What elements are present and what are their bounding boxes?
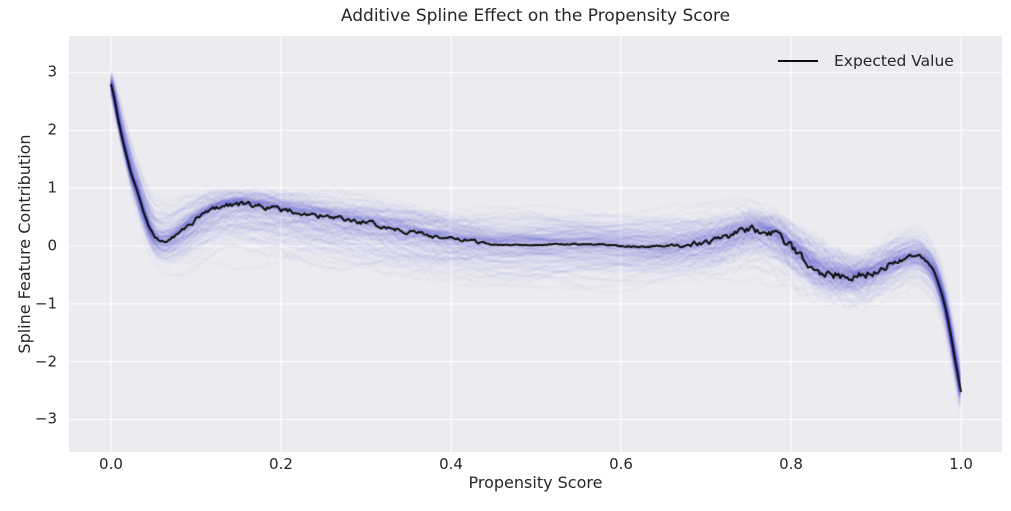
y-axis-label: Spline Feature Contribution	[15, 134, 34, 354]
x-tick-label: 1.0	[949, 455, 973, 473]
x-tick-label: 0.4	[439, 455, 463, 473]
chart-title: Additive Spline Effect on the Propensity…	[340, 6, 731, 26]
x-tick-label: 0.6	[609, 455, 633, 473]
plot-canvas	[69, 36, 1002, 452]
legend-line-sample	[778, 60, 818, 62]
legend: Expected Value	[778, 50, 954, 72]
y-tick-label: 3	[47, 63, 57, 82]
legend-label: Expected Value	[834, 52, 954, 70]
x-tick-label: 0.2	[269, 455, 293, 473]
x-tick-label: 0.0	[99, 455, 123, 473]
x-tick-label: 0.8	[779, 455, 803, 473]
y-tick-label: −2	[34, 352, 57, 371]
x-axis-label: Propensity Score	[468, 473, 603, 492]
y-tick-label: −3	[34, 410, 57, 429]
